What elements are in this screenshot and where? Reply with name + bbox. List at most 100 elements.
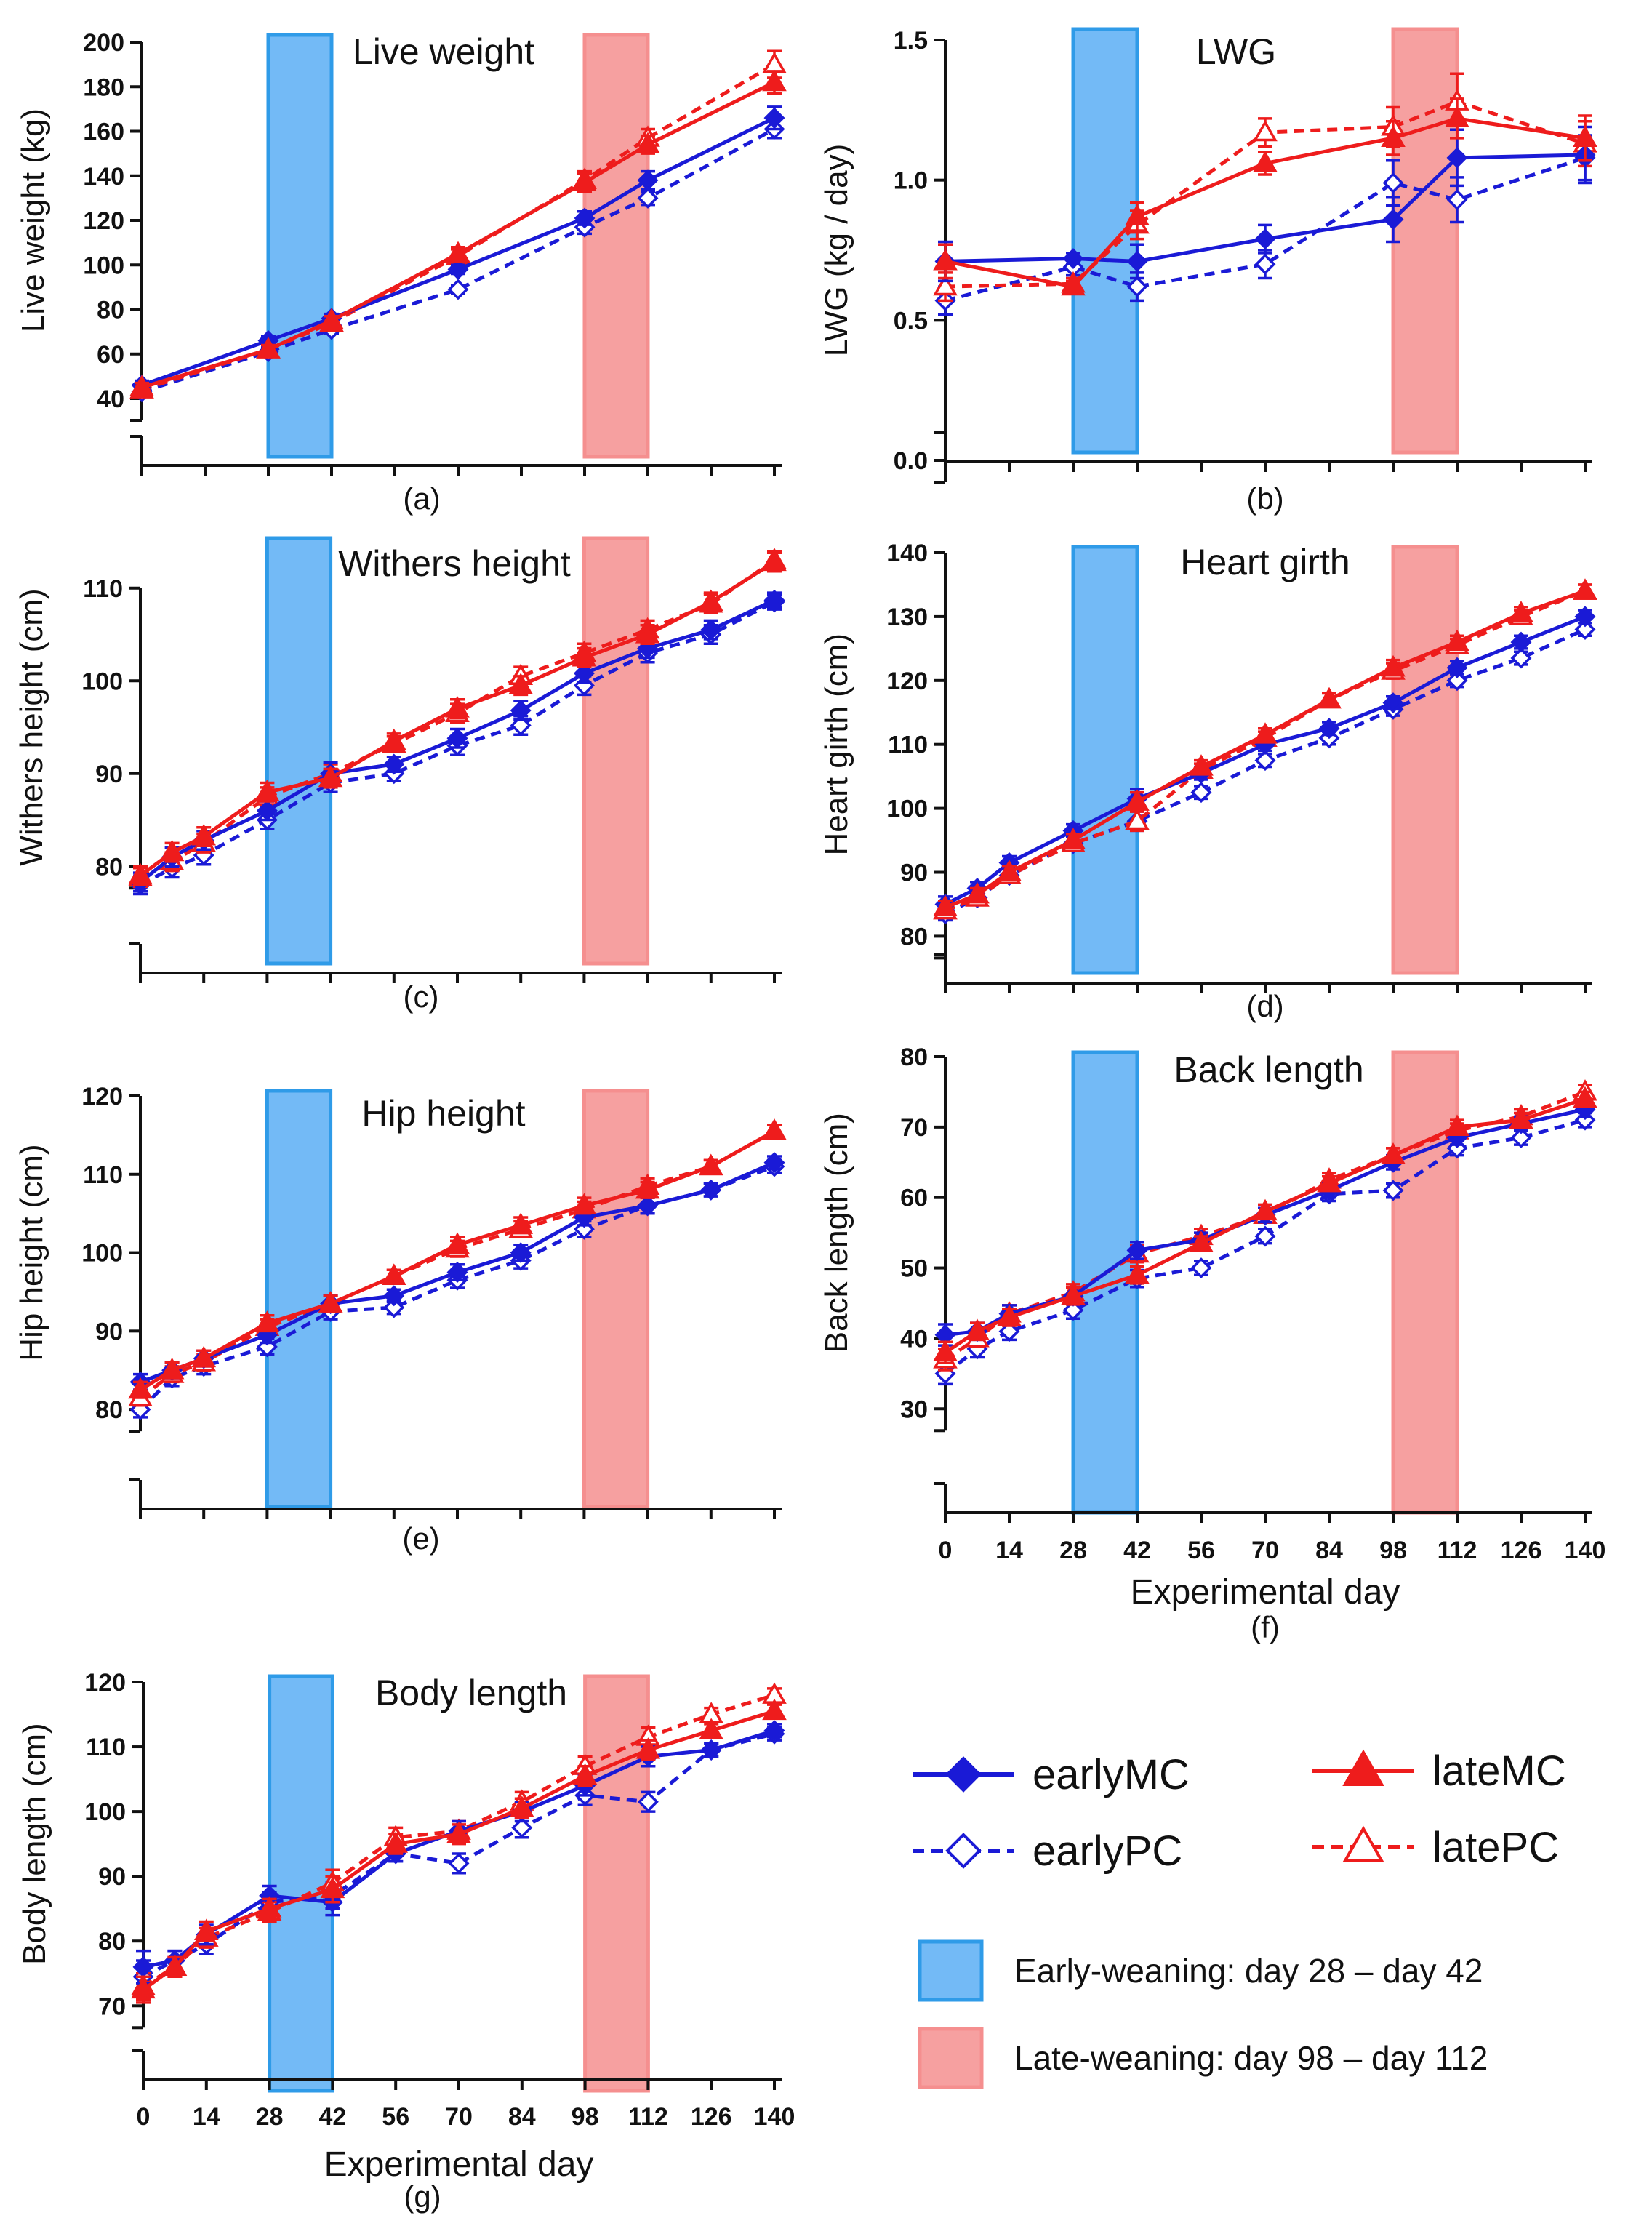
y-tick-label: 1.5 [894,27,928,55]
data-point-lateMC [1445,629,1469,652]
y-tick-label: 80 [95,853,123,881]
x-tick-label: 126 [691,2103,732,2131]
data-point-lateMC [1317,686,1342,709]
legend-marker [945,1756,982,1793]
data-point-lateMC [446,241,470,263]
data-point-lateMC [762,549,787,572]
data-point-earlyMC [446,727,468,749]
legend-label: latePC [1432,1824,1559,1871]
data-point-latePC [933,273,958,296]
data-point-lateMC [193,1918,219,1940]
data-point-lateMC [635,1737,661,1759]
panel-label: (c) [404,980,439,1014]
data-point-lateMC [383,1831,409,1853]
data-point-earlyPC [1574,619,1596,640]
data-point-lateMC [254,1310,280,1332]
data-point-earlyPC [1446,670,1468,692]
data-point-earlyPC [1062,1300,1084,1321]
y-tick-label: 0.0 [894,447,928,475]
chart-panel-b: 0.0 0.5 1.0 1.5 LWG (kg / day) LWG (b) [819,27,1597,516]
series-earlyMC [934,125,1596,283]
data-point-earlyMC [446,1262,468,1283]
x-tick-label: 126 [1501,1537,1542,1564]
early-weaning-band [265,536,333,966]
data-point-earlyPC [1190,782,1212,804]
data-point-earlyMC [1062,248,1084,270]
chart-title: Back length [1174,1049,1363,1090]
legend-item-earlyMC: earlyMC [913,1751,1190,1798]
data-point-lateMC [572,645,597,667]
y-axis-label: Body length (cm) [17,1723,52,1965]
y-tick-label: 40 [97,385,124,413]
legend-marker [945,1833,982,1869]
panel-label: (e) [402,1521,439,1556]
y-tick-label: 160 [83,119,124,146]
x-tick-label: 42 [1123,1537,1151,1564]
data-point-lateMC [257,1896,282,1918]
x-tick-label: 28 [256,2103,284,2131]
late-weaning-band [582,33,650,459]
data-point-lateMC [1381,125,1406,147]
series-earlyPC [132,1723,785,1995]
x-axis-label: Experimental day [324,2145,594,2184]
data-point-earlyMC [447,258,469,280]
data-point-earlyPC [637,187,659,209]
chart-title: Live weight [353,31,534,72]
data-point-earlyMC [1318,718,1340,740]
data-point-lateMC [997,860,1022,881]
y-tick-label: 100 [83,252,124,279]
series-earlyMC [129,1152,785,1393]
data-point-lateMC [1125,1262,1150,1284]
y-tick-label: 90 [95,1318,123,1345]
legend-swatch [918,2027,984,2089]
data-point-earlyMC [700,619,722,641]
data-point-lateMC [997,1305,1022,1326]
series-line-lateMC [139,1129,776,1392]
x-tick-label: 70 [1251,1537,1279,1564]
data-point-earlyPC [1126,276,1148,297]
series-latePC [129,49,787,399]
y-tick-label: 80 [95,1396,123,1424]
data-point-lateMC [1061,1283,1086,1305]
y-tick-label: 120 [886,668,928,695]
y-tick-label: 110 [83,575,123,603]
data-point-lateMC [1509,1107,1533,1129]
data-point-lateMC [933,1340,958,1361]
data-point-earlyMC [256,800,278,822]
chart-title: LWG [1196,31,1276,72]
y-tick-label: 180 [83,73,124,101]
panel-label: (a) [403,481,440,516]
data-point-earlyMC [1254,228,1276,250]
data-point-lateMC [318,765,343,788]
series-line-earlyPC [139,600,776,886]
early-weaning-band [268,1674,334,2093]
series-lateMC [128,549,787,886]
series-lateMC [131,1698,787,2004]
data-point-lateMC [1125,789,1150,811]
data-point-earlyMC [510,700,532,721]
data-point-earlyPC [447,279,469,300]
chart-title: Hip height [361,1093,525,1134]
x-tick-label: 112 [628,2103,668,2131]
data-point-lateMC [445,1232,470,1254]
data-point-earlyMC [700,1739,722,1761]
data-point-lateMC [698,1153,723,1176]
data-point-lateMC [635,1177,660,1199]
series-line-earlyPC [944,628,1587,916]
y-tick-label: 90 [95,761,123,788]
y-tick-label: 60 [97,341,124,369]
y-tick-label: 90 [900,860,928,887]
data-point-lateMC [965,881,990,904]
data-point-lateMC [762,69,787,92]
x-tick-label: 98 [572,2103,599,2131]
panel-label: (g) [404,2179,441,2214]
data-point-lateMC [965,1318,990,1340]
y-axis-label: Hip height (cm) [14,1144,49,1361]
data-point-earlyMC [1126,250,1148,272]
y-axis-label: Back length (cm) [819,1113,854,1353]
y-tick-label: 100 [84,1798,126,1826]
data-point-lateMC [319,308,344,329]
chart-title: Withers height [338,543,571,584]
y-tick-label: 200 [83,29,124,57]
data-point-lateMC [1189,1230,1214,1252]
